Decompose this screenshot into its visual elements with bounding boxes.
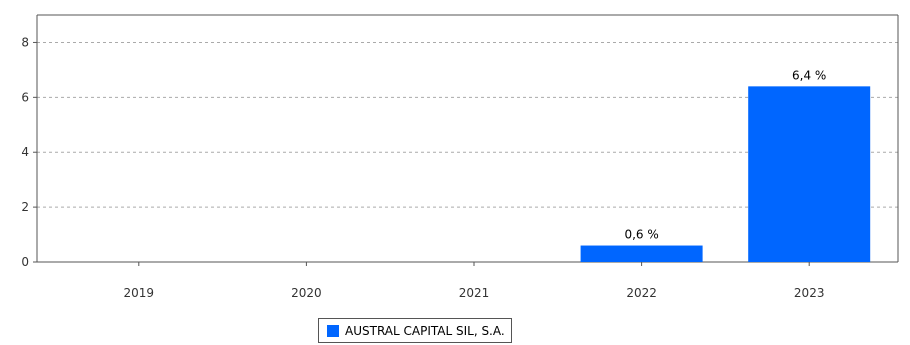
data-label: 6,4 % <box>792 68 826 82</box>
x-tick-label: 2020 <box>291 286 322 300</box>
x-tick-label: 2023 <box>794 286 825 300</box>
y-tick-label: 4 <box>21 145 29 159</box>
y-tick-label: 6 <box>21 90 29 104</box>
bar <box>748 86 871 262</box>
legend-label: AUSTRAL CAPITAL SIL, S.A. <box>345 323 505 338</box>
y-tick-label: 0 <box>21 255 29 269</box>
x-tick-label: 2021 <box>459 286 490 300</box>
legend-swatch <box>327 324 339 337</box>
data-label: 0,6 % <box>624 228 658 242</box>
x-tick-label: 2019 <box>124 286 155 300</box>
x-tick-label: 2022 <box>626 286 657 300</box>
legend: AUSTRAL CAPITAL SIL, S.A. <box>318 318 512 343</box>
bar <box>580 245 703 262</box>
y-tick-label: 8 <box>21 35 29 49</box>
y-tick-label: 2 <box>21 200 29 214</box>
